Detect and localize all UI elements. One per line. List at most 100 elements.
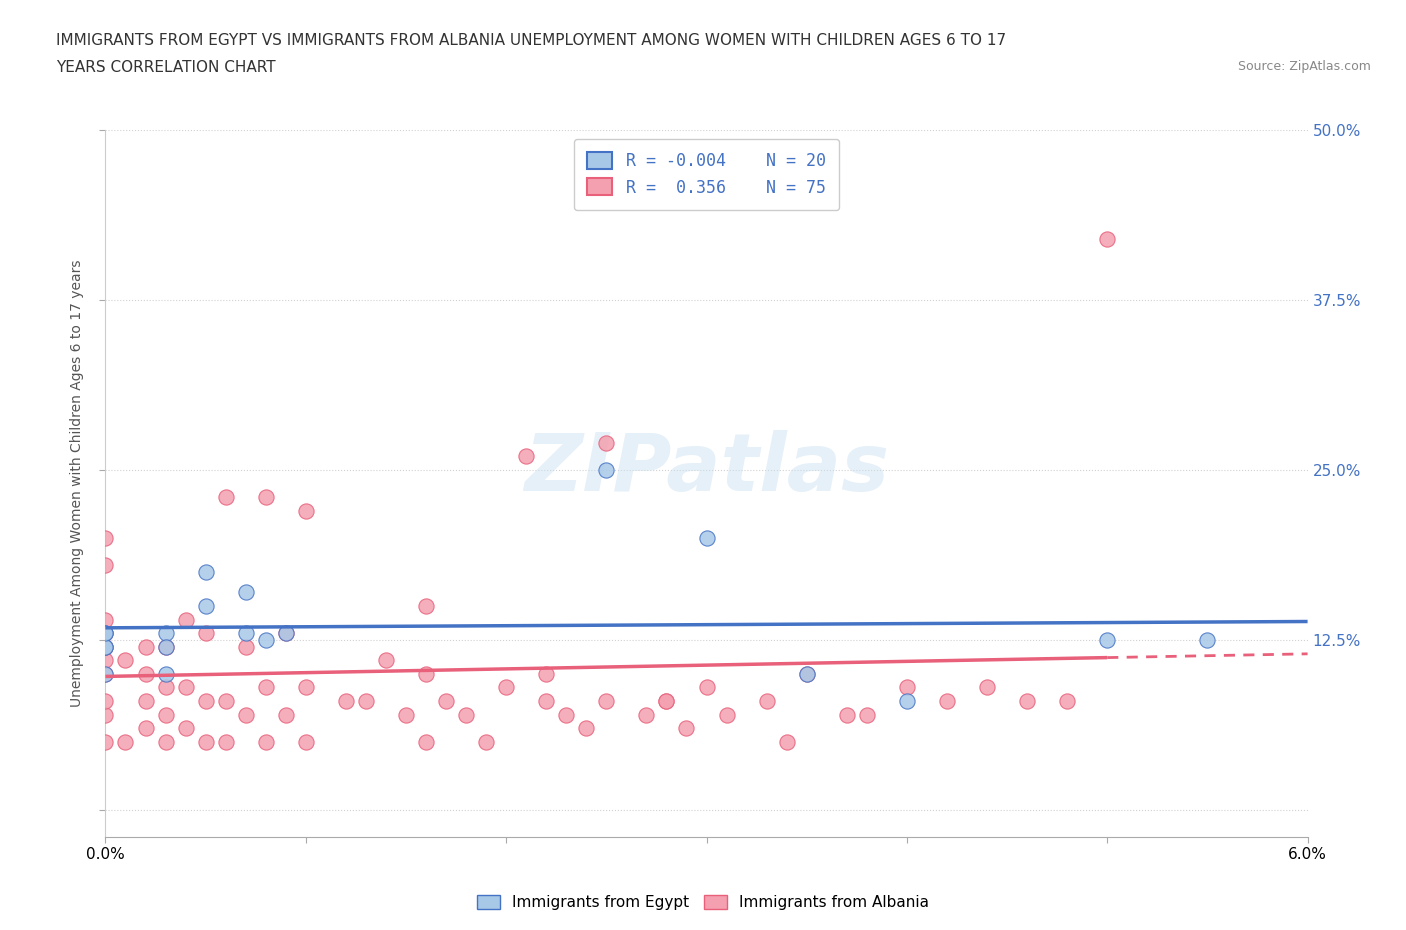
Point xyxy=(415,667,437,682)
Text: Source: ZipAtlas.com: Source: ZipAtlas.com xyxy=(1237,60,1371,73)
Point xyxy=(595,462,617,477)
Point xyxy=(254,735,277,750)
Text: IMMIGRANTS FROM EGYPT VS IMMIGRANTS FROM ALBANIA UNEMPLOYMENT AMONG WOMEN WITH C: IMMIGRANTS FROM EGYPT VS IMMIGRANTS FROM… xyxy=(56,33,1007,47)
Point xyxy=(155,680,177,695)
Point xyxy=(655,694,678,709)
Point xyxy=(94,667,117,682)
Point xyxy=(194,735,217,750)
Legend: Immigrants from Egypt, Immigrants from Albania: Immigrants from Egypt, Immigrants from A… xyxy=(470,887,936,918)
Point xyxy=(575,721,598,736)
Point xyxy=(94,667,117,682)
Point xyxy=(235,585,257,600)
Point xyxy=(254,680,277,695)
Point xyxy=(636,707,658,722)
Point xyxy=(135,694,157,709)
Point xyxy=(94,735,117,750)
Point xyxy=(155,639,177,654)
Point xyxy=(94,639,117,654)
Point xyxy=(534,667,557,682)
Point xyxy=(475,735,498,750)
Point xyxy=(155,626,177,641)
Point xyxy=(94,639,117,654)
Point xyxy=(796,667,818,682)
Point xyxy=(94,558,117,573)
Point xyxy=(855,707,877,722)
Point xyxy=(495,680,517,695)
Point xyxy=(354,694,377,709)
Point xyxy=(655,694,678,709)
Point xyxy=(374,653,398,668)
Point xyxy=(716,707,738,722)
Point xyxy=(415,599,437,614)
Point xyxy=(555,707,578,722)
Point xyxy=(595,435,617,450)
Point xyxy=(235,626,257,641)
Point xyxy=(94,653,117,668)
Point xyxy=(174,612,197,627)
Point xyxy=(114,653,136,668)
Point xyxy=(335,694,357,709)
Point xyxy=(1017,694,1039,709)
Point xyxy=(94,530,117,545)
Point xyxy=(675,721,697,736)
Point xyxy=(155,735,177,750)
Point xyxy=(434,694,457,709)
Point xyxy=(135,639,157,654)
Point xyxy=(534,694,557,709)
Point xyxy=(295,680,318,695)
Point xyxy=(274,626,297,641)
Point xyxy=(776,735,799,750)
Point xyxy=(936,694,959,709)
Point xyxy=(214,490,236,505)
Point xyxy=(896,694,918,709)
Point xyxy=(235,707,257,722)
Point xyxy=(235,639,257,654)
Legend: R = -0.004    N = 20, R =  0.356    N = 75: R = -0.004 N = 20, R = 0.356 N = 75 xyxy=(574,139,839,210)
Point xyxy=(94,694,117,709)
Point xyxy=(174,721,197,736)
Point xyxy=(214,735,236,750)
Point xyxy=(194,599,217,614)
Point xyxy=(94,707,117,722)
Point xyxy=(295,503,318,518)
Point xyxy=(94,626,117,641)
Point xyxy=(135,721,157,736)
Point xyxy=(214,694,236,709)
Point xyxy=(696,530,718,545)
Point xyxy=(395,707,418,722)
Point xyxy=(94,626,117,641)
Point xyxy=(194,626,217,641)
Point xyxy=(94,639,117,654)
Point xyxy=(696,680,718,695)
Point xyxy=(254,632,277,647)
Point xyxy=(155,667,177,682)
Point xyxy=(94,612,117,627)
Point xyxy=(295,735,318,750)
Point xyxy=(896,680,918,695)
Point xyxy=(415,735,437,750)
Text: ZIPatlas: ZIPatlas xyxy=(524,431,889,509)
Point xyxy=(976,680,998,695)
Point xyxy=(135,667,157,682)
Point xyxy=(796,667,818,682)
Point xyxy=(595,694,617,709)
Point xyxy=(254,490,277,505)
Point xyxy=(274,626,297,641)
Point xyxy=(1056,694,1078,709)
Point xyxy=(835,707,858,722)
Point xyxy=(114,735,136,750)
Point xyxy=(155,639,177,654)
Y-axis label: Unemployment Among Women with Children Ages 6 to 17 years: Unemployment Among Women with Children A… xyxy=(70,259,84,708)
Point xyxy=(94,626,117,641)
Text: YEARS CORRELATION CHART: YEARS CORRELATION CHART xyxy=(56,60,276,75)
Point xyxy=(454,707,477,722)
Point xyxy=(1197,632,1219,647)
Point xyxy=(155,707,177,722)
Point xyxy=(274,707,297,722)
Point xyxy=(515,449,537,464)
Point xyxy=(194,694,217,709)
Point xyxy=(1097,632,1119,647)
Point xyxy=(755,694,778,709)
Point xyxy=(174,680,197,695)
Point xyxy=(1097,232,1119,246)
